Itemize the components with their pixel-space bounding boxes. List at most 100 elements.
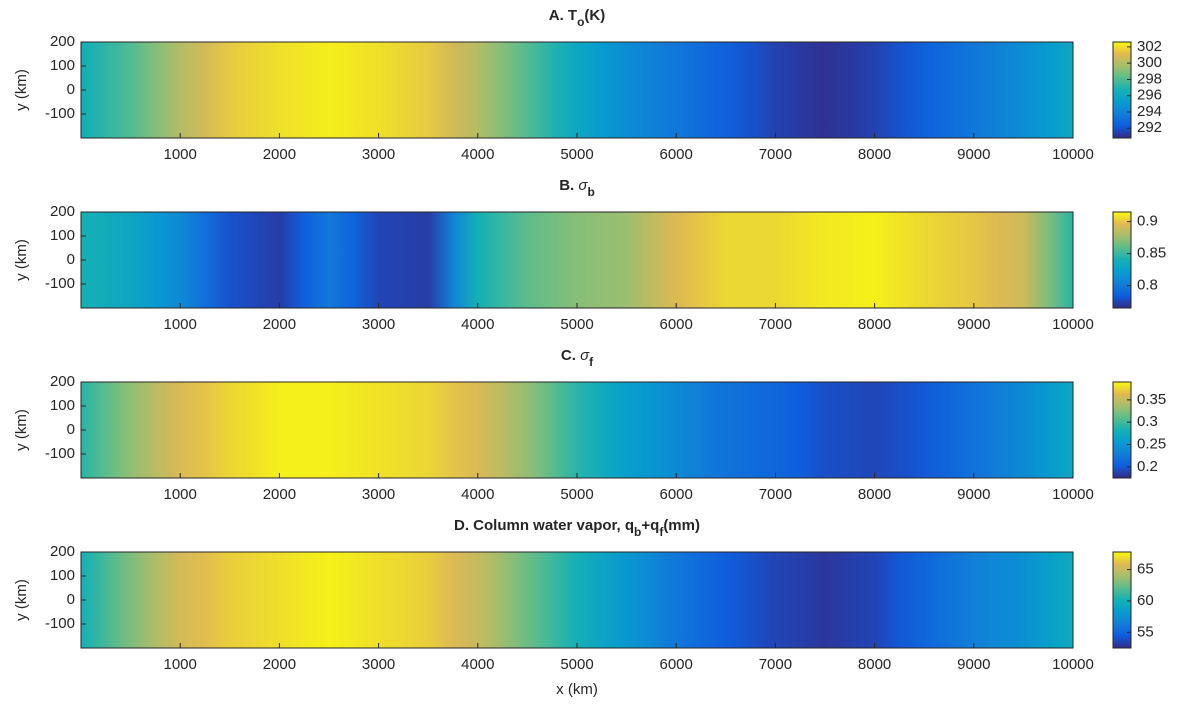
heat-cell bbox=[899, 552, 950, 648]
heatmap bbox=[81, 42, 1073, 138]
x-tick-label: 9000 bbox=[957, 656, 990, 673]
y-axis-label: y (km) bbox=[13, 579, 30, 621]
x-tick-label: 1000 bbox=[164, 656, 197, 673]
y-tick-label: 0 bbox=[67, 251, 75, 268]
colorbar bbox=[1112, 551, 1132, 649]
heat-cell bbox=[750, 212, 801, 308]
y-tick-label: -100 bbox=[45, 105, 75, 122]
panel-title: C. σf bbox=[561, 347, 594, 369]
title-part: D. Column water vapor, q bbox=[454, 517, 634, 534]
heat-cell bbox=[453, 552, 504, 648]
heat-cell bbox=[899, 382, 950, 478]
x-tick-label: 9000 bbox=[957, 316, 990, 333]
colorbar-tick-label: 0.9 bbox=[1137, 213, 1158, 230]
heat-cell bbox=[750, 552, 801, 648]
heat-cell bbox=[601, 42, 652, 138]
heat-cell bbox=[552, 42, 603, 138]
heat-cell bbox=[998, 212, 1049, 308]
heat-cell bbox=[552, 382, 603, 478]
heat-cell bbox=[453, 42, 504, 138]
x-tick-label: 3000 bbox=[362, 656, 395, 673]
x-tick-label: 1000 bbox=[164, 316, 197, 333]
heat-cell bbox=[205, 212, 256, 308]
x-tick-label: 3000 bbox=[362, 486, 395, 503]
heat-cell bbox=[353, 552, 404, 648]
x-tick-label: 3000 bbox=[362, 146, 395, 163]
y-tick-label: 100 bbox=[50, 567, 75, 584]
x-tick-label: 2000 bbox=[263, 486, 296, 503]
heat-cell bbox=[453, 212, 504, 308]
heat-cell bbox=[155, 212, 206, 308]
y-tick-label: 200 bbox=[50, 203, 75, 220]
x-tick-label: 8000 bbox=[858, 316, 891, 333]
y-tick-label: 0 bbox=[67, 591, 75, 608]
x-tick-label: 5000 bbox=[560, 146, 593, 163]
title-part: o bbox=[577, 15, 584, 29]
y-tick-label: 100 bbox=[50, 227, 75, 244]
colorbar-tick-label: 0.85 bbox=[1137, 245, 1166, 262]
x-tick-label: 4000 bbox=[461, 316, 494, 333]
x-tick-label: 4000 bbox=[461, 656, 494, 673]
heat-cell bbox=[304, 382, 355, 478]
y-tick-label: 200 bbox=[50, 373, 75, 390]
colorbar-tick-label: 0.3 bbox=[1137, 413, 1158, 430]
heat-cell bbox=[552, 212, 603, 308]
y-tick-label: -100 bbox=[45, 275, 75, 292]
colorbar bbox=[1112, 381, 1132, 479]
panel-title: B. σb bbox=[559, 177, 595, 199]
colorbar bbox=[1112, 211, 1132, 309]
x-tick-label: 2000 bbox=[263, 316, 296, 333]
title-part: σ bbox=[578, 177, 588, 194]
heat-cell bbox=[949, 552, 1000, 648]
title-part: (mm) bbox=[663, 517, 700, 534]
title-part: A. T bbox=[549, 7, 577, 24]
heat-cell bbox=[651, 552, 702, 648]
heat-cell bbox=[651, 212, 702, 308]
heat-cell bbox=[403, 212, 454, 308]
x-tick-label: 6000 bbox=[660, 316, 693, 333]
colorbar-tick-label: 55 bbox=[1137, 623, 1154, 640]
heat-cell bbox=[701, 42, 752, 138]
x-tick-label: 10000 bbox=[1052, 656, 1094, 673]
y-tick-label: 0 bbox=[67, 81, 75, 98]
y-axis-label: y (km) bbox=[13, 409, 30, 451]
title-part: f bbox=[659, 525, 664, 539]
heat-cell bbox=[205, 552, 256, 648]
heat-cell bbox=[949, 42, 1000, 138]
heat-cell bbox=[403, 42, 454, 138]
heat-cell bbox=[651, 42, 702, 138]
heat-cell bbox=[403, 552, 454, 648]
colorbar-tick-label: 298 bbox=[1137, 70, 1162, 87]
colorbar-tick-label: 65 bbox=[1137, 561, 1154, 578]
x-tick-label: 8000 bbox=[858, 656, 891, 673]
title-part: b bbox=[587, 185, 594, 199]
colorbar-tick-label: 0.25 bbox=[1137, 435, 1166, 452]
x-tick-label: 4000 bbox=[461, 486, 494, 503]
x-tick-label: 10000 bbox=[1052, 146, 1094, 163]
heat-cell bbox=[601, 552, 652, 648]
x-tick-label: 5000 bbox=[560, 316, 593, 333]
x-tick-label: 5000 bbox=[560, 656, 593, 673]
y-tick-label: 100 bbox=[50, 57, 75, 74]
heat-cell bbox=[205, 42, 256, 138]
y-tick-label: 200 bbox=[50, 33, 75, 50]
heat-cell bbox=[502, 552, 553, 648]
colorbar-tick-label: 0.2 bbox=[1137, 458, 1158, 475]
colorbar-tick-label: 296 bbox=[1137, 87, 1162, 104]
y-axis-label: y (km) bbox=[13, 239, 30, 281]
heat-cell bbox=[304, 42, 355, 138]
x-tick-label: 7000 bbox=[759, 316, 792, 333]
panel-title: D. Column water vapor, qb+qf(mm) bbox=[454, 517, 700, 539]
colorbar-tick-label: 0.35 bbox=[1137, 391, 1166, 408]
x-tick-label: 7000 bbox=[759, 486, 792, 503]
heat-cell bbox=[105, 212, 156, 308]
y-tick-label: -100 bbox=[45, 445, 75, 462]
heat-cell bbox=[155, 382, 206, 478]
colorbar-tick-label: 294 bbox=[1137, 103, 1162, 120]
x-tick-label: 6000 bbox=[660, 146, 693, 163]
heat-cell bbox=[849, 552, 900, 648]
heat-cell bbox=[1048, 42, 1073, 138]
heat-cell bbox=[403, 382, 454, 478]
colorbar-tick-label: 60 bbox=[1137, 592, 1154, 609]
